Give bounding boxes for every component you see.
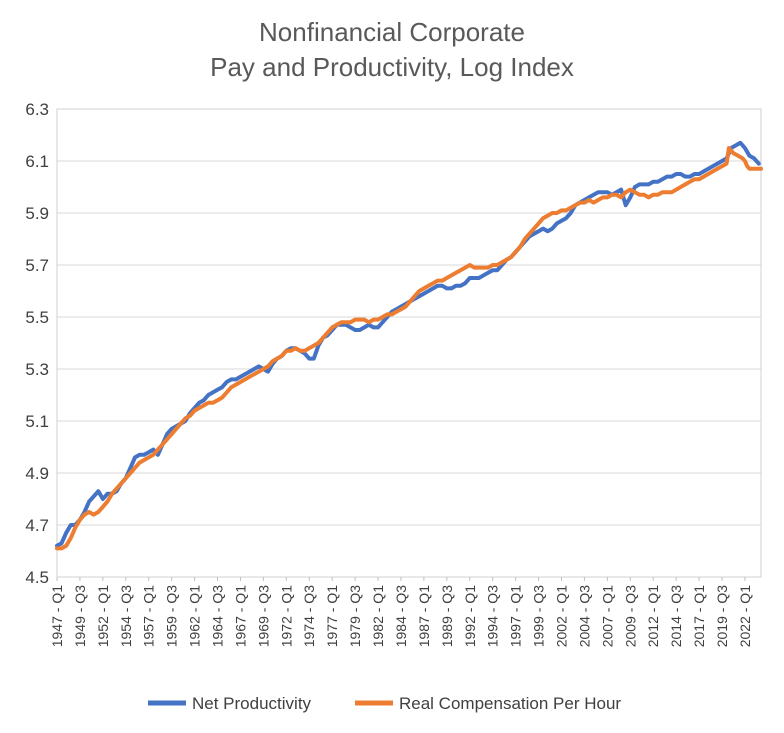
y-tick-label: 4.5: [25, 568, 49, 587]
y-tick-label: 5.7: [25, 256, 49, 275]
x-tick-label: 2012 - Q1: [645, 585, 661, 647]
x-tick-label: 1954 - Q3: [118, 585, 134, 647]
chart-title-line-1: Nonfinancial Corporate: [259, 17, 525, 47]
x-tick-label: 1964 - Q3: [210, 585, 226, 647]
x-tick-label: 1949 - Q3: [72, 585, 88, 647]
y-tick-label: 5.1: [25, 412, 49, 431]
x-tick-label: 1967 - Q1: [232, 585, 248, 647]
x-tick-label: 1974 - Q3: [301, 585, 317, 647]
y-tick-label: 6.3: [25, 100, 49, 119]
x-tick-label: 1977 - Q1: [324, 585, 340, 647]
legend-label-real-compensation: Real Compensation Per Hour: [399, 694, 621, 713]
gridlines: [57, 160, 761, 526]
x-tick-label: 1997 - Q1: [508, 585, 524, 647]
series-line-real-compensation: [55, 146, 763, 551]
x-tick-label: 1979 - Q3: [347, 585, 363, 647]
chart-title-line-2: Pay and Productivity, Log Index: [210, 52, 574, 82]
x-tick-label: 1959 - Q3: [164, 585, 180, 647]
x-tick-label: 1957 - Q1: [141, 585, 157, 647]
series-line-net-productivity: [55, 140, 761, 548]
x-tick-label: 2017 - Q1: [691, 585, 707, 647]
plot-area-border: [56, 108, 762, 578]
series-lines: [55, 140, 763, 551]
x-tick-label: 1947 - Q1: [49, 585, 65, 647]
x-tick-label: 1962 - Q1: [187, 585, 203, 647]
x-tick-label: 2022 - Q1: [737, 585, 753, 647]
x-tick-label: 2009 - Q3: [622, 585, 638, 647]
y-axis: 4.5 4.7 4.9 5.1 5.3 5.5 5.7 5.9 6.1 6.3: [25, 100, 49, 587]
y-tick-label: 5.9: [25, 204, 49, 223]
x-tick-label: 1994 - Q3: [485, 585, 501, 647]
x-tick-label: 1999 - Q3: [531, 585, 547, 647]
x-tick-label: 1989 - Q3: [439, 585, 455, 647]
y-tick-label: 6.1: [25, 152, 49, 171]
y-tick-label: 4.7: [25, 516, 49, 535]
legend: Net Productivity Real Compensation Per H…: [148, 694, 621, 713]
x-tick-label: 1987 - Q1: [416, 585, 432, 647]
y-tick-label: 5.3: [25, 360, 49, 379]
legend-label-net-productivity: Net Productivity: [192, 694, 312, 713]
x-tick-label: 1952 - Q1: [95, 585, 111, 647]
x-tick-label: 1984 - Q3: [393, 585, 409, 647]
x-tick-label: 1972 - Q1: [278, 585, 294, 647]
x-axis: 1947 - Q1 1949 - Q3 1952 - Q1 1954 - Q3 1957…: [49, 577, 753, 647]
y-tick-label: 5.5: [25, 308, 49, 327]
x-tick-label: 2019 - Q3: [714, 585, 730, 647]
x-tick-label: 2004 - Q3: [576, 585, 592, 647]
x-tick-label: 1992 - Q1: [462, 585, 478, 647]
y-tick-label: 4.9: [25, 464, 49, 483]
x-tick-label: 2002 - Q1: [553, 585, 569, 647]
x-tick-label: 2014 - Q3: [668, 585, 684, 647]
x-tick-label: 1982 - Q1: [370, 585, 386, 647]
x-tick-label: 2007 - Q1: [599, 585, 615, 647]
x-tick-label: 1969 - Q3: [255, 585, 271, 647]
